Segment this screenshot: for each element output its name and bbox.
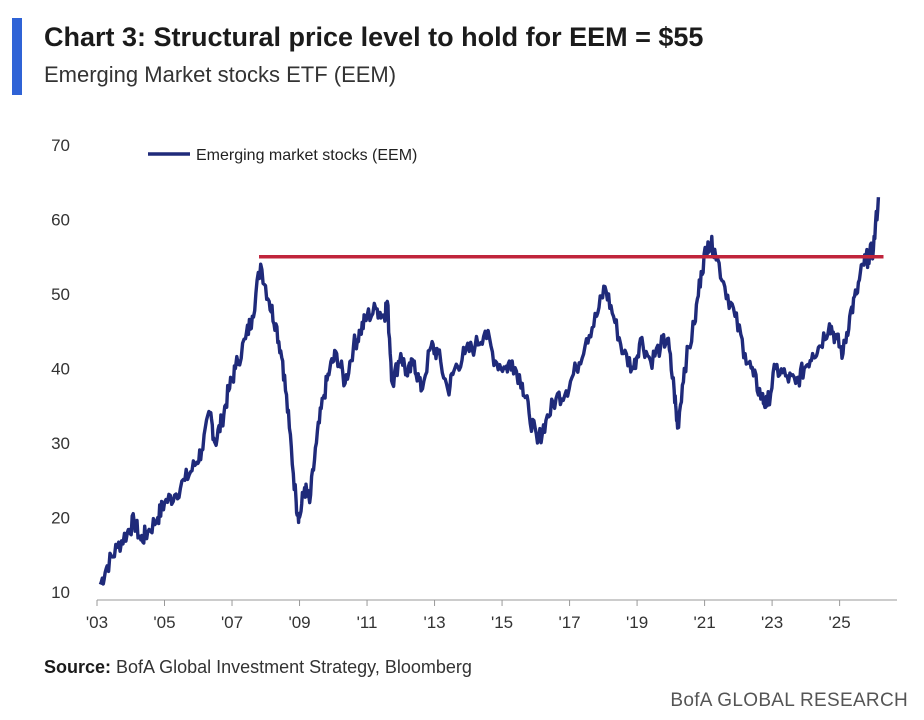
source-note: Source: BofA Global Investment Strategy,… xyxy=(44,657,472,678)
y-tick-label: 30 xyxy=(51,434,70,453)
x-tick-label: '11 xyxy=(357,613,378,632)
x-tick-label: '19 xyxy=(626,613,648,632)
y-tick-label: 40 xyxy=(51,360,70,379)
y-tick-label: 20 xyxy=(51,509,70,528)
y-tick-label: 10 xyxy=(51,583,70,602)
y-tick-label: 60 xyxy=(51,211,70,230)
source-text: BofA Global Investment Strategy, Bloombe… xyxy=(111,657,472,677)
legend-label: Emerging market stocks (EEM) xyxy=(196,147,417,164)
x-tick-label: '21 xyxy=(694,613,716,632)
x-tick-label: '15 xyxy=(491,613,513,632)
x-tick-label: '05 xyxy=(153,613,175,632)
chart-title: Chart 3: Structural price level to hold … xyxy=(44,22,704,52)
accent-bar xyxy=(12,18,22,95)
x-tick-label: '25 xyxy=(829,613,851,632)
x-tick-label: '17 xyxy=(558,613,580,632)
x-tick-label: '13 xyxy=(423,613,445,632)
brand-logo: BofA GLOBAL RESEARCH xyxy=(670,690,908,711)
series-line-eem xyxy=(98,197,881,586)
y-tick-label: 50 xyxy=(51,285,70,304)
chart-subtitle: Emerging Market stocks ETF (EEM) xyxy=(44,62,397,87)
x-tick-label: '07 xyxy=(221,613,243,632)
x-tick-label: '09 xyxy=(288,613,310,632)
y-tick-label: 70 xyxy=(51,136,70,155)
x-tick-label: '03 xyxy=(86,613,108,632)
x-tick-label: '23 xyxy=(761,613,783,632)
source-label: Source: xyxy=(44,657,112,677)
